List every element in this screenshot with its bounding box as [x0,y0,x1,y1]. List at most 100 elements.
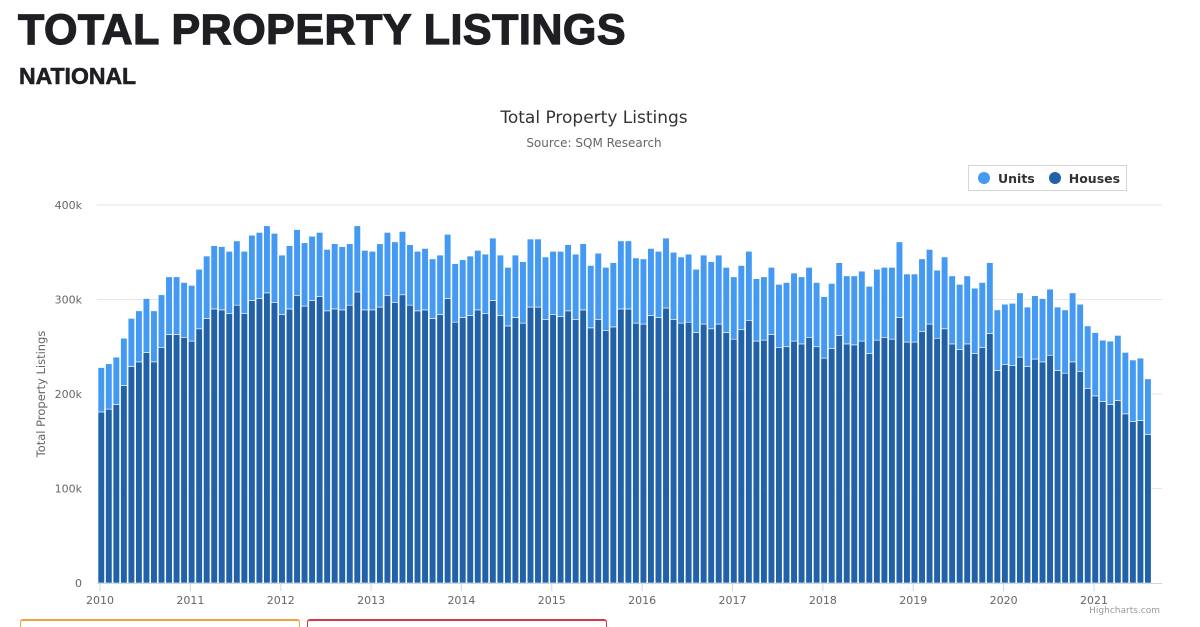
bar-houses[interactable] [850,344,858,584]
bar-units[interactable] [413,251,422,312]
bar-houses[interactable] [895,317,904,584]
bar-units[interactable] [142,298,151,353]
bar-units[interactable] [504,267,512,327]
bar-houses[interactable] [1038,361,1047,584]
bar-units[interactable] [526,238,535,308]
bar-houses[interactable] [594,319,602,584]
bar-houses[interactable] [978,347,986,584]
bar-houses[interactable] [308,300,316,584]
bar-houses[interactable] [685,321,693,584]
bar-units[interactable] [752,278,760,342]
bar-houses[interactable] [383,295,391,584]
bar-units[interactable] [963,275,971,345]
bar-houses[interactable] [301,305,309,584]
bar-houses[interactable] [910,341,919,584]
bar-houses[interactable] [225,313,233,584]
bar-houses[interactable] [617,308,625,584]
bar-houses[interactable] [474,309,482,584]
bar-units[interactable] [293,229,301,297]
bar-units[interactable] [918,258,926,332]
bar-units[interactable] [105,363,113,410]
bar-houses[interactable] [157,347,166,584]
bar-units[interactable] [248,234,256,301]
bar-units[interactable] [1023,306,1032,367]
bar-units[interactable] [707,261,715,330]
bar-houses[interactable] [549,314,557,584]
bar-units[interactable] [1121,352,1129,415]
bar-houses[interactable] [858,340,866,584]
bar-units[interactable] [188,285,196,342]
bar-houses[interactable] [346,304,354,584]
bar-units[interactable] [1016,292,1024,358]
bar-houses[interactable] [1054,370,1062,584]
bar-houses[interactable] [790,340,798,584]
bar-houses[interactable] [587,327,595,584]
bar-houses[interactable] [1091,395,1099,584]
bar-units[interactable] [873,268,881,341]
bar-units[interactable] [421,248,429,311]
bar-units[interactable] [865,285,873,354]
bar-houses[interactable] [398,294,407,584]
bar-houses[interactable] [436,314,444,584]
bar-houses[interactable] [270,302,279,584]
bar-units[interactable] [1136,357,1144,421]
bar-units[interactable] [346,243,354,306]
bar-units[interactable] [1076,303,1084,372]
bar-units[interactable] [602,267,610,331]
bar-houses[interactable] [263,292,271,584]
bar-units[interactable] [338,246,346,311]
bar-houses[interactable] [218,309,226,584]
bar-units[interactable] [466,255,474,316]
bar-units[interactable] [782,282,791,348]
bar-houses[interactable] [880,336,888,584]
bar-houses[interactable] [1023,366,1032,584]
bar-units[interactable] [1106,340,1114,405]
bar-units[interactable] [594,252,602,320]
bar-houses[interactable] [142,352,151,584]
bar-houses[interactable] [135,361,143,584]
bar-houses[interactable] [715,323,723,584]
bar-units[interactable] [850,275,858,346]
bar-units[interactable] [1038,298,1047,363]
bar-units[interactable] [692,268,700,333]
bar-units[interactable] [240,251,248,314]
bar-houses[interactable] [1069,361,1077,584]
bar-houses[interactable] [97,411,105,584]
bar-houses[interactable] [504,325,512,584]
bar-houses[interactable] [127,366,135,584]
bar-houses[interactable] [572,319,580,584]
bar-houses[interactable] [489,300,497,584]
bar-houses[interactable] [557,316,565,584]
bar-houses[interactable] [925,323,934,584]
bar-units[interactable] [368,251,376,311]
bar-units[interactable] [406,244,414,306]
bar-units[interactable] [549,251,557,315]
bar-units[interactable] [120,337,128,386]
bar-houses[interactable] [948,343,956,584]
bar-units[interactable] [790,272,798,342]
bar-houses[interactable] [700,323,708,584]
bar-houses[interactable] [120,385,128,584]
bar-houses[interactable] [255,298,263,584]
bar-houses[interactable] [195,328,203,584]
bar-units[interactable] [843,275,851,345]
bar-houses[interactable] [112,404,120,584]
bar-units[interactable] [737,265,745,331]
bar-units[interactable] [1114,335,1122,401]
bar-units[interactable] [1069,292,1077,363]
bar-houses[interactable] [1099,401,1107,584]
bar-units[interactable] [813,282,821,348]
bar-units[interactable] [1129,359,1137,422]
bar-units[interactable] [986,262,994,334]
bar-units[interactable] [135,310,143,363]
bar-units[interactable] [459,259,467,318]
bar-houses[interactable] [150,361,158,584]
bar-houses[interactable] [639,323,647,584]
bar-houses[interactable] [737,329,745,584]
bar-houses[interactable] [541,319,550,584]
bar-houses[interactable] [391,302,399,584]
bar-units[interactable] [700,254,708,325]
bar-units[interactable] [858,270,866,342]
bar-houses[interactable] [429,318,437,584]
bar-units[interactable] [978,282,986,348]
